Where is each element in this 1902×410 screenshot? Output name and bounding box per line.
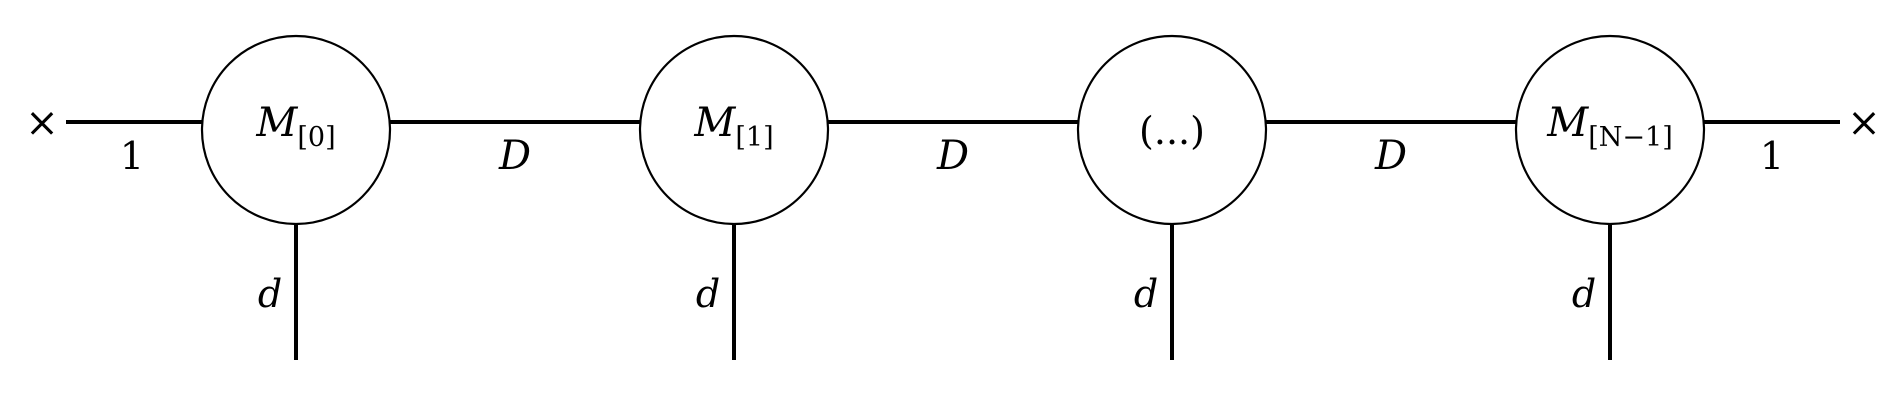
physical-legs — [294, 224, 1612, 360]
node-label-1-main: M — [693, 100, 736, 146]
tensor-node-2 — [1076, 34, 1268, 226]
physical-label-0: d — [258, 272, 282, 316]
physical-label-3: d — [1572, 272, 1596, 316]
node-label-3-sub: [N−1] — [1588, 122, 1673, 153]
node-label-3: M[N−1] — [1546, 100, 1672, 153]
node-label-2: (...) — [1139, 109, 1205, 153]
node-label-0: M[0] — [255, 100, 335, 153]
node-label-3-main: M — [1546, 100, 1589, 146]
tensor-node-3 — [1514, 34, 1706, 226]
bond-label-left-end: 1 — [120, 134, 144, 178]
physical-label-1: d — [696, 272, 720, 316]
node-label-0-sub: [0] — [297, 122, 335, 153]
bond-label-1-2: D — [936, 133, 969, 179]
end-marker-left: × — [25, 100, 59, 146]
node-label-2-main: (...) — [1139, 109, 1205, 153]
tensor-node-1 — [638, 34, 830, 226]
bond-label-right-end: 1 — [1760, 134, 1784, 178]
bond-label-0-1: D — [498, 133, 531, 179]
node-label-0-main: M — [255, 100, 298, 146]
bond-label-2-3: D — [1374, 133, 1407, 179]
end-marker-right: × — [1847, 100, 1881, 146]
tensor-nodes — [200, 34, 1706, 226]
node-label-1: M[1] — [693, 100, 773, 153]
node-label-1-sub: [1] — [735, 122, 773, 153]
tensor-node-0 — [200, 34, 392, 226]
physical-label-2: d — [1134, 272, 1158, 316]
